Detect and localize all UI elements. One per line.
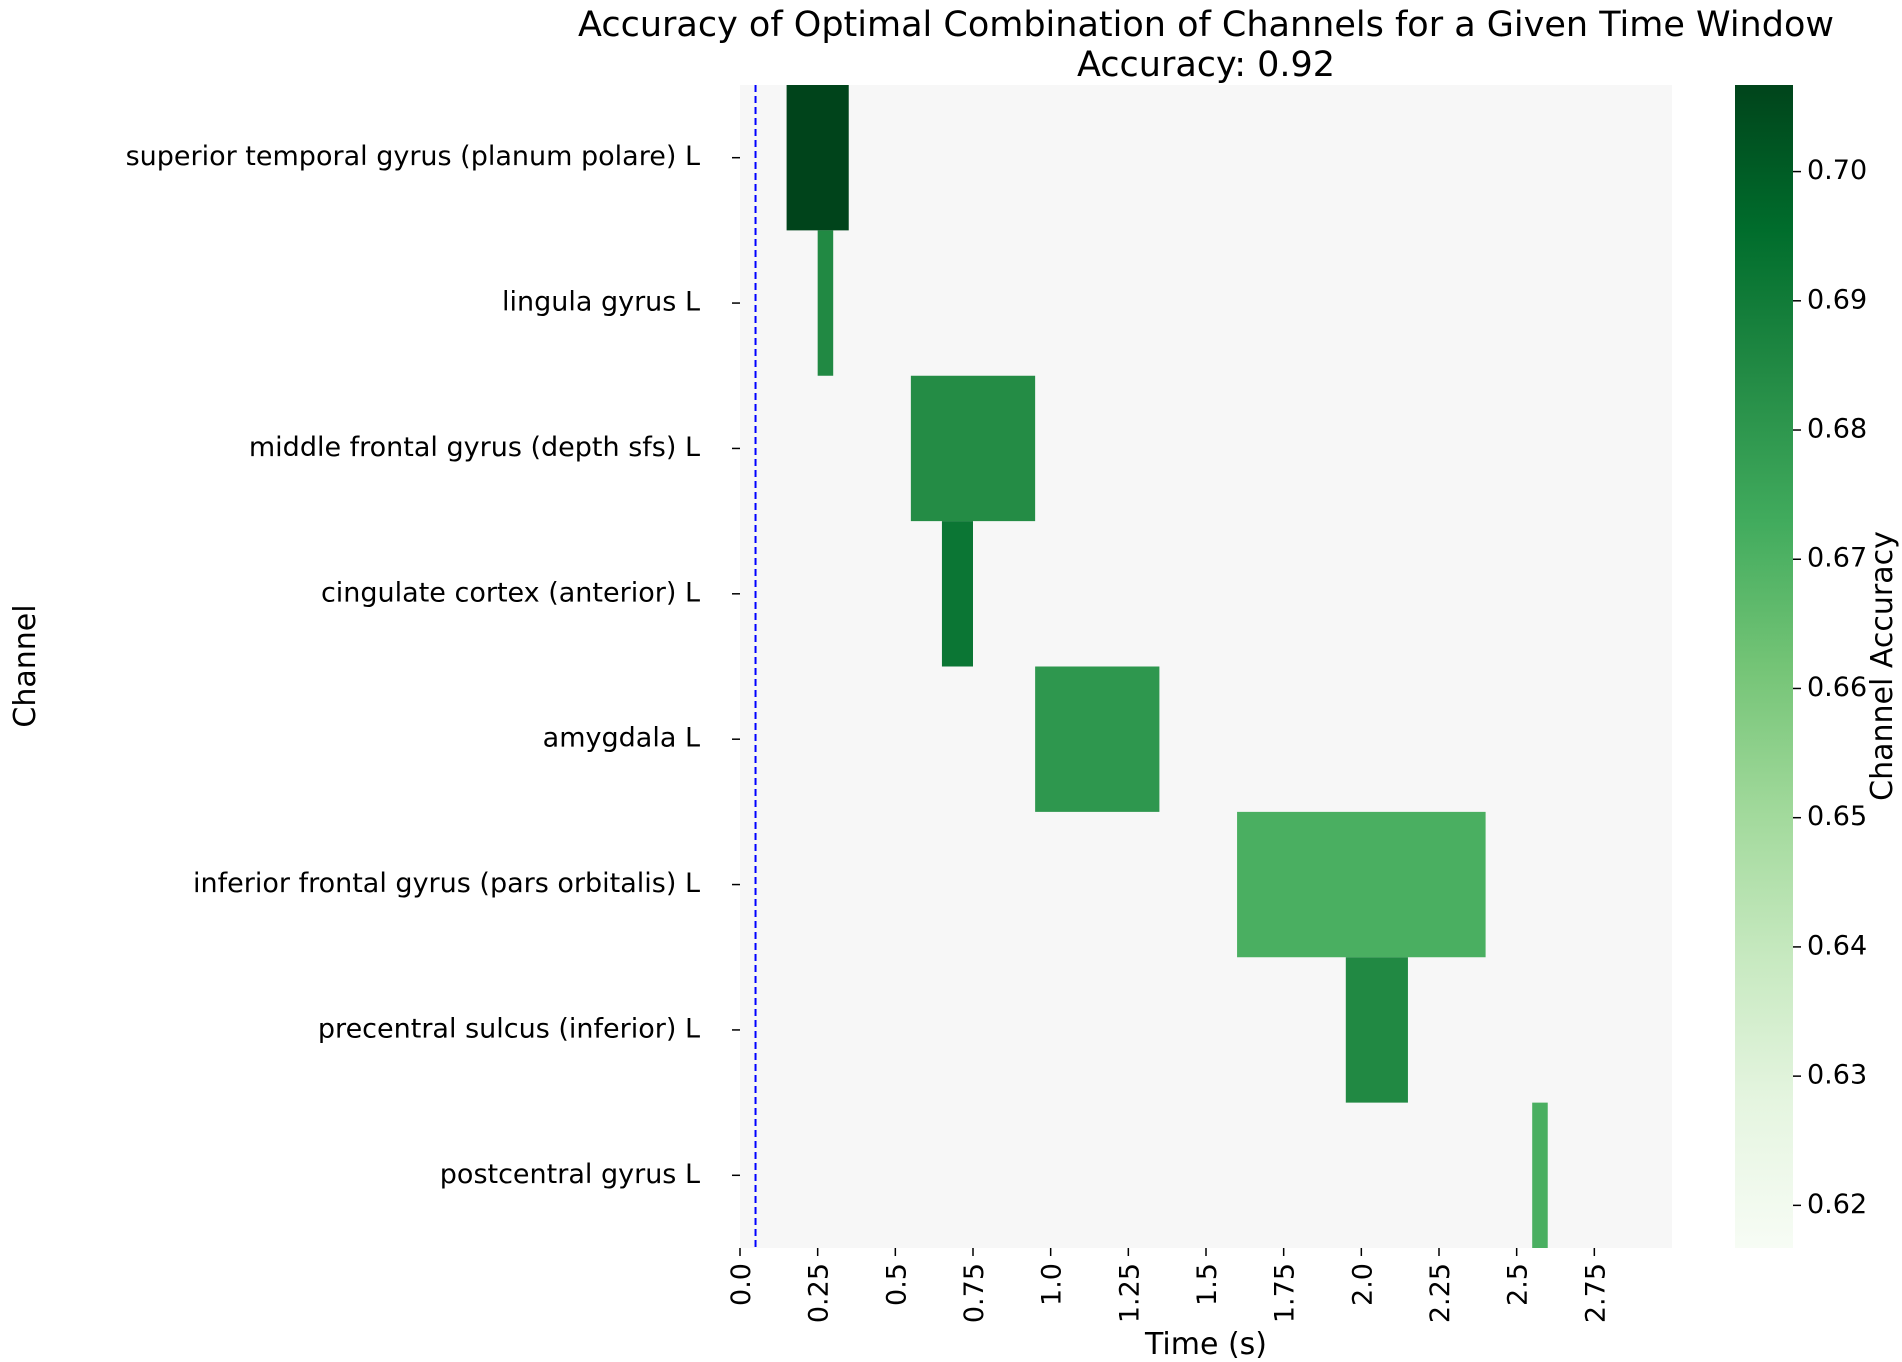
x-tick-label: 1.0 <box>1037 1263 1068 1306</box>
x-axis-ticks: 0.0 0.25 0.5 0.75 1.0 1.25 1.5 1.75 2.0 2.25 2.5 2.… <box>726 1248 1611 1323</box>
y-tick-label: postcentral gyrus L <box>440 1159 700 1190</box>
heatmap-cell-3 <box>910 375 1036 522</box>
x-tick-label: 2.5 <box>1503 1263 1534 1306</box>
colorbar-tick-label: 0.65 <box>1807 801 1867 832</box>
heatmap-cell-2 <box>817 230 834 376</box>
y-axis-label: Channel <box>8 604 43 727</box>
colorbar-tick-label: 0.69 <box>1807 284 1867 315</box>
x-tick-label: 2.25 <box>1425 1263 1456 1323</box>
y-tick-label: middle frontal gyrus (depth sfs) L <box>249 432 700 463</box>
colorbar-tick-label: 0.63 <box>1807 1060 1867 1091</box>
x-tick-label: 1.5 <box>1192 1263 1223 1306</box>
chart-subtitle: Accuracy: 0.92 <box>1077 45 1335 85</box>
colorbar-tick-label: 0.66 <box>1807 672 1867 703</box>
x-tick-label: 2.0 <box>1347 1263 1378 1306</box>
colorbar-tick-label: 0.64 <box>1807 930 1867 961</box>
y-tick-label: lingula gyrus L <box>502 287 700 318</box>
colorbar-tick-label: 0.67 <box>1807 543 1867 574</box>
x-tick-label: 1.75 <box>1270 1263 1301 1323</box>
x-tick-label: 0.75 <box>959 1263 990 1323</box>
colorbar-tick-label: 0.68 <box>1807 414 1867 445</box>
colorbar-tick-label: 0.70 <box>1807 155 1867 186</box>
colorbar-tick-label: 0.62 <box>1807 1189 1867 1220</box>
x-tick-label: 1.25 <box>1114 1263 1145 1323</box>
heatmap-cell-5 <box>1035 666 1160 812</box>
heatmap-cell-1 <box>786 85 849 231</box>
plot-background <box>740 85 1672 1248</box>
heatmap-cell-6 <box>1237 811 1486 958</box>
y-tick-label: inferior frontal gyrus (pars orbitalis) … <box>193 868 700 899</box>
y-axis-ticks: superior temporal gyrus (planum polare) … <box>126 141 740 1190</box>
chart-title: Accuracy of Optimal Combination of Chann… <box>578 5 1834 45</box>
x-tick-label: 0.5 <box>881 1263 912 1306</box>
x-tick-label: 0.25 <box>804 1263 835 1323</box>
heatmap-cell-7 <box>1345 957 1408 1103</box>
y-tick-label: precentral sulcus (inferior) L <box>318 1013 700 1044</box>
y-tick-label: amygdala L <box>543 723 700 754</box>
heatmap-cell-8 <box>1532 1102 1548 1248</box>
x-tick-label: 2.75 <box>1580 1263 1611 1323</box>
colorbar-ticks: 0.62 0.63 0.64 0.65 0.66 0.67 0.68 0.69 0.70 <box>1793 155 1867 1220</box>
x-axis-label: Time (s) <box>1144 1327 1267 1362</box>
colorbar <box>1735 85 1793 1248</box>
heatmap-cells <box>786 85 1548 1248</box>
x-tick-label: 0.0 <box>726 1263 757 1306</box>
y-tick-label: cingulate cortex (anterior) L <box>321 577 700 608</box>
heatmap-cell-4 <box>941 521 973 667</box>
colorbar-label: Channel Accuracy <box>1865 531 1900 801</box>
y-tick-label: superior temporal gyrus (planum polare) … <box>126 141 700 172</box>
